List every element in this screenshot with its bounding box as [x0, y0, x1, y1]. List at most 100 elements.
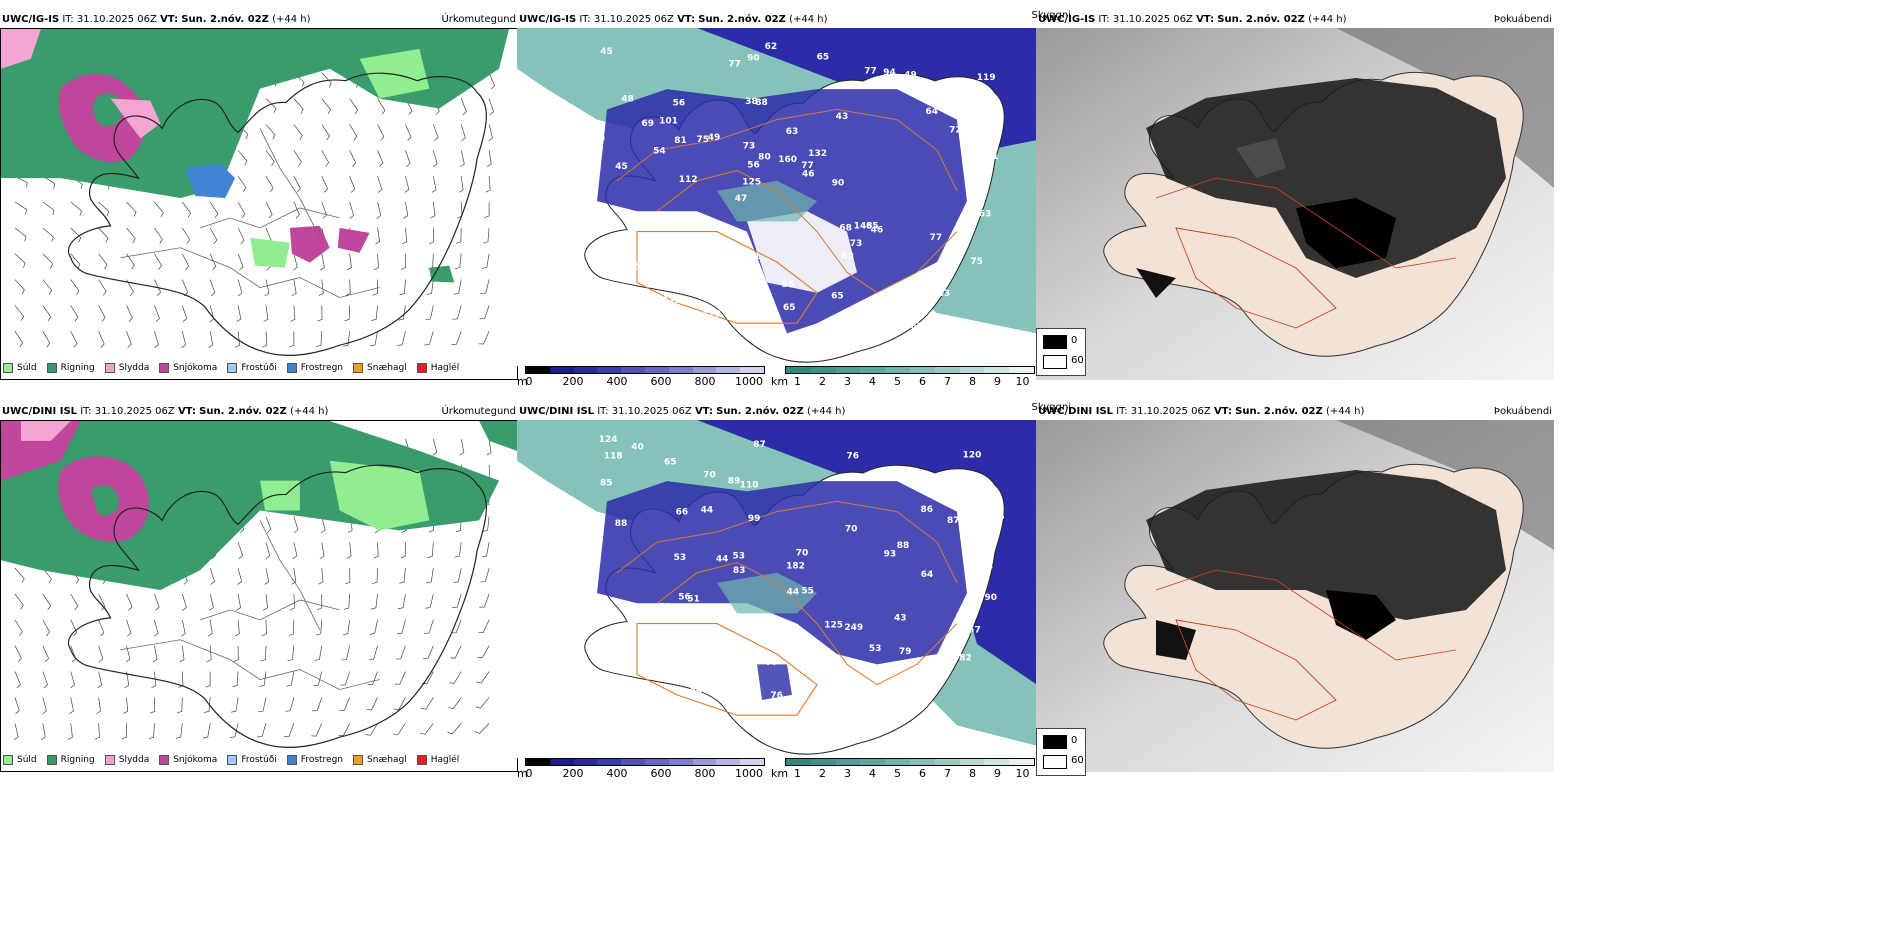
- legend-swatch: [227, 363, 238, 373]
- legend-label: Súld: [17, 363, 37, 373]
- colorbar-swatch: [835, 367, 861, 373]
- visibility-value: 62: [765, 42, 778, 52]
- wind-barb: [349, 201, 355, 219]
- visibility-value: 105: [750, 292, 769, 302]
- visibility-value: 88: [755, 98, 768, 108]
- wind-barb: [400, 542, 406, 559]
- wind-barb: [456, 227, 462, 244]
- wind-barb: [344, 305, 350, 322]
- colorbar-swatch: [740, 367, 764, 373]
- legend-item-snow-pellets: Snæhagl: [353, 363, 407, 373]
- colorbar-swatch: [621, 759, 645, 765]
- wind-barb: [181, 331, 186, 348]
- visibility-value: 87: [947, 516, 960, 526]
- colorbar-swatch: [621, 367, 645, 373]
- wind-barb: [486, 438, 492, 456]
- lead-time: (+44 h): [272, 14, 311, 25]
- model-name: UWC/IG-IS: [519, 14, 577, 25]
- legend-swatch: [46, 755, 57, 765]
- colorbar-tick-label: 8: [969, 767, 976, 780]
- wind-barb: [70, 253, 81, 269]
- wind-barb: [178, 671, 184, 688]
- wind-barb: [235, 331, 241, 348]
- wind-barb: [372, 279, 378, 296]
- wind-barb: [42, 253, 54, 269]
- wind-barb: [458, 176, 464, 193]
- wind-barb: [154, 279, 162, 296]
- wind-barb: [14, 645, 22, 663]
- wind-barb: [209, 568, 215, 585]
- fog-key-swatch-1: [1043, 355, 1067, 369]
- wind-barb: [209, 279, 216, 297]
- wind-barb: [448, 697, 462, 710]
- panel-title: Þokuábendi: [1493, 14, 1552, 25]
- colorbar-tick-label: 7: [944, 375, 951, 388]
- colorbar-swatch: [909, 759, 935, 765]
- wind-barb: [321, 98, 331, 114]
- visibility-value: 169: [967, 731, 986, 741]
- wind-barb: [149, 697, 156, 714]
- visibility-value: 57: [968, 625, 981, 635]
- wind-barb: [175, 723, 183, 739]
- visibility-value: 120: [601, 730, 620, 740]
- wind-barb: [13, 723, 19, 740]
- visibility-value: 182: [786, 562, 805, 572]
- legend-swatch: [353, 755, 364, 765]
- wind-barb: [264, 568, 270, 585]
- it-label: IT:: [1098, 14, 1110, 25]
- visibility-value: 100: [749, 724, 768, 734]
- visibility-value: 100: [956, 613, 975, 623]
- precip-map-svg: [1, 421, 517, 771]
- visibility-value: 46: [802, 169, 815, 179]
- wind-barb: [346, 253, 352, 271]
- wind-barb: [98, 253, 108, 270]
- wind-barb: [320, 516, 326, 534]
- wind-barb: [14, 619, 23, 636]
- it-label: IT:: [579, 14, 591, 25]
- wind-barb: [237, 201, 246, 219]
- wind-barb: [69, 697, 74, 715]
- wind-barb: [480, 279, 490, 295]
- wind-barb: [398, 593, 406, 610]
- visibility-value: 58: [782, 720, 795, 730]
- wind-barb: [453, 568, 462, 583]
- colorbar-swatch: [860, 759, 886, 765]
- visibility-value: 46: [871, 225, 884, 235]
- wind-barb: [263, 593, 268, 611]
- distance-colorbar-swatches: [785, 758, 1035, 766]
- wind-barb: [479, 593, 490, 608]
- fog-map-svg: [1036, 28, 1554, 380]
- wind-barb: [343, 331, 350, 347]
- wind-barb: [265, 516, 272, 534]
- wind-barb: [349, 98, 359, 115]
- wind-barb: [340, 671, 350, 686]
- wind-barb: [420, 697, 434, 710]
- wind-barb: [70, 593, 79, 611]
- colorbar-swatch: [644, 367, 669, 373]
- wind-barb: [42, 619, 51, 637]
- wind-barb: [209, 227, 218, 245]
- visibility-value: 93: [884, 549, 897, 559]
- wind-barb: [346, 542, 352, 559]
- wind-barb: [181, 593, 187, 611]
- wind-barb: [399, 279, 406, 296]
- wind-barb: [478, 331, 490, 345]
- colorbar-tick-label: 3: [844, 767, 851, 780]
- wind-barb: [476, 671, 490, 684]
- visibility-value: 47: [792, 635, 805, 645]
- wind-barb: [148, 723, 155, 740]
- wind-barb: [372, 568, 378, 584]
- wind-barb: [287, 645, 295, 662]
- visibility-value: 43: [836, 112, 849, 122]
- visibility-value: 70: [796, 548, 809, 558]
- wind-barb: [293, 124, 303, 140]
- wind-barb: [126, 227, 136, 244]
- wind-barb: [403, 201, 409, 219]
- wind-barb: [339, 697, 350, 711]
- wind-barb: [265, 98, 277, 114]
- wind-barb: [292, 253, 298, 271]
- visibility-value: 53: [683, 736, 696, 746]
- lead-time: (+44 h): [289, 406, 329, 417]
- wind-barb: [373, 253, 379, 271]
- colorbar-tick-label: 1000: [735, 375, 763, 388]
